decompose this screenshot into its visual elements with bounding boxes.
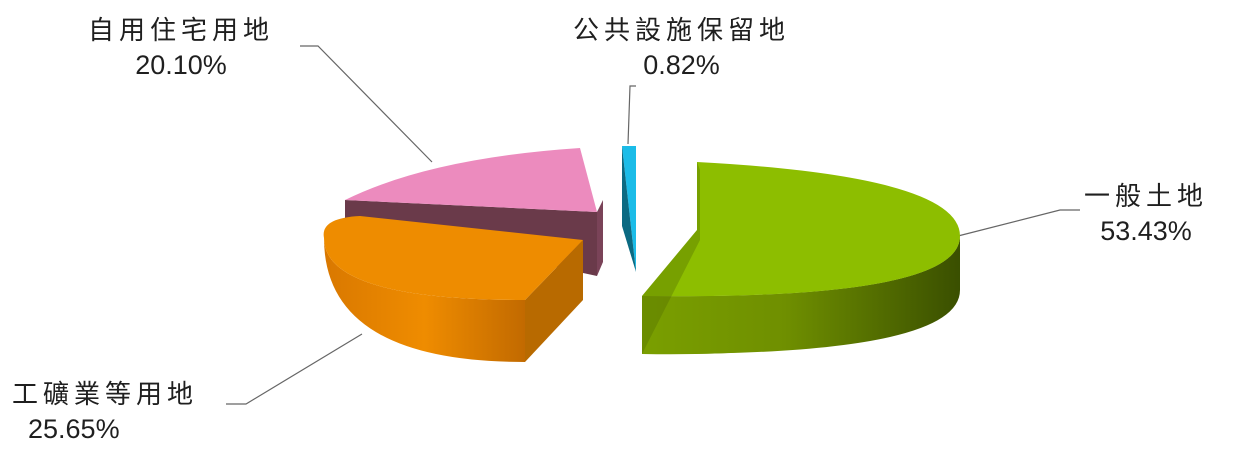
slice-name-public: 公共設施保留地 [573,16,791,46]
data-label-industrial: 工礦業等用地 25.65% [12,378,198,446]
leader-line-industrial [226,333,363,405]
leader-line-public [627,85,636,145]
data-label-public: 公共設施保留地 0.82% [573,14,790,82]
slice-value-public: 0.82% [643,50,720,80]
slice-name-general: 一般土地 [1084,182,1209,212]
pie-slice-public [622,146,636,272]
slice-name-residential: 自用住宅用地 [88,16,275,46]
pie-slice-general [642,162,960,355]
pie-slice-industrial [323,216,583,362]
leader-line-general [957,209,1080,237]
slice-value-general: 53.43% [1100,216,1192,246]
data-label-general: 一般土地 53.43% [1084,180,1208,248]
slice-value-industrial: 25.65% [28,414,120,444]
leader-line-residential [300,45,433,163]
leader-lines [226,45,1080,405]
slice-name-industrial: 工礦業等用地 [12,380,199,410]
data-label-residential: 自用住宅用地 20.10% [88,14,274,82]
slice-value-residential: 20.10% [135,50,227,80]
